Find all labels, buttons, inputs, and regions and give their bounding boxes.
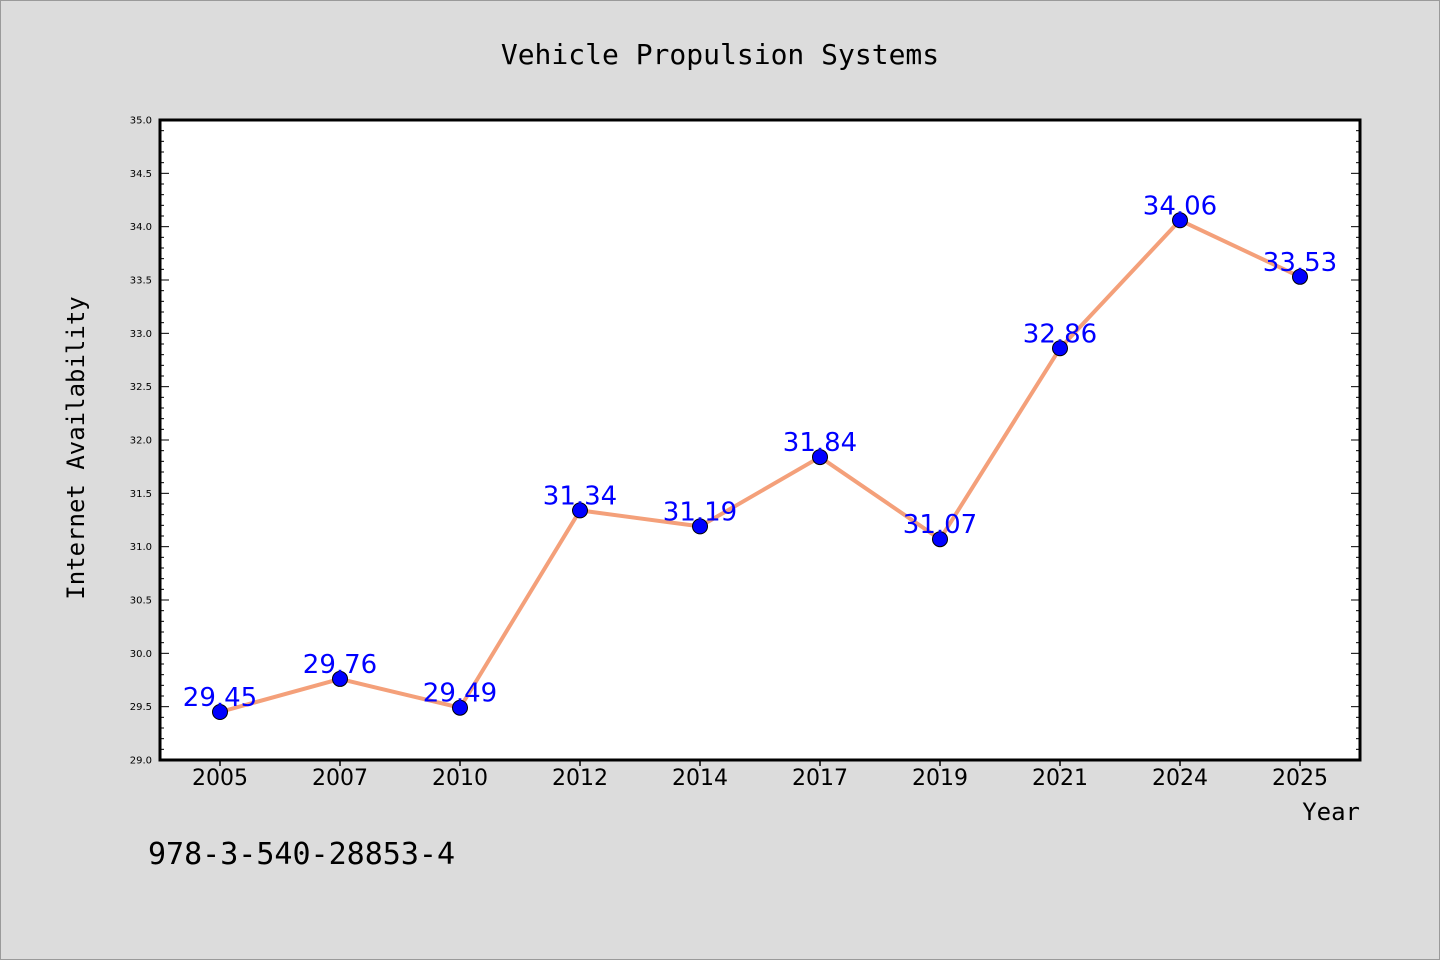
y-tick-label: 35.0 xyxy=(130,116,152,127)
data-point xyxy=(1172,212,1188,229)
y-tick-label: 33.0 xyxy=(130,329,152,340)
data-label: 31.84 xyxy=(783,428,857,458)
data-labels: 29.45 29.76 29.49 31.34 31.19 31.84 31.07 32.86… xyxy=(183,191,1337,713)
x-tick-label: 2012 xyxy=(552,766,608,791)
y-tick-label: 29.0 xyxy=(130,756,152,767)
x-tick-label: 2025 xyxy=(1272,766,1328,791)
y-tick-label: 32.0 xyxy=(130,436,152,447)
data-label: 34.06 xyxy=(1143,191,1217,221)
y-tick-label: 30.5 xyxy=(130,596,152,607)
data-label: 31.07 xyxy=(903,510,977,540)
y-tick-label: 32.5 xyxy=(130,382,152,393)
data-point xyxy=(452,699,468,716)
x-tick-label: 2019 xyxy=(912,766,968,791)
x-tick-label: 2007 xyxy=(312,766,368,791)
data-point xyxy=(1292,268,1308,285)
data-point xyxy=(572,502,588,519)
data-point xyxy=(332,670,348,687)
y-tick-label: 34.0 xyxy=(130,222,152,233)
y-tick-label: 29.5 xyxy=(130,702,152,713)
data-point xyxy=(212,704,228,720)
data-label: 33.53 xyxy=(1263,248,1337,278)
data-label: 29.49 xyxy=(423,679,497,709)
x-tick-label: 2010 xyxy=(432,766,488,791)
x-axis-label: Year xyxy=(1302,798,1360,826)
y-tick-label: 33.5 xyxy=(130,276,152,287)
x-tick-label: 2024 xyxy=(1152,766,1208,791)
data-label: 29.76 xyxy=(303,650,377,680)
data-markers xyxy=(212,212,1308,720)
y-tick-label: 34.5 xyxy=(130,169,152,180)
data-point xyxy=(932,531,948,548)
x-tick-label: 2014 xyxy=(672,766,728,791)
y-tick-label: 30.0 xyxy=(130,649,152,660)
y-tick-label: 31.0 xyxy=(130,542,152,553)
y-axis-label: Internet Availability xyxy=(62,296,90,599)
data-point xyxy=(812,449,828,466)
series-line xyxy=(218,218,1302,714)
plot-frame xyxy=(158,118,1362,762)
x-tick-label: 2005 xyxy=(192,766,248,791)
plot-area xyxy=(160,120,1360,760)
data-label: 31.34 xyxy=(543,481,617,511)
x-tick-label: 2021 xyxy=(1032,766,1088,791)
data-point xyxy=(1052,340,1068,357)
data-point xyxy=(692,518,708,535)
isbn-annotation: 978-3-540-28853-4 xyxy=(148,837,455,872)
chart-title: Vehicle Propulsion Systems xyxy=(501,38,939,71)
data-label: 31.19 xyxy=(663,497,737,527)
x-tick-label: 2017 xyxy=(792,766,848,791)
data-label: 32.86 xyxy=(1023,319,1097,349)
data-label: 29.45 xyxy=(183,683,257,713)
y-tick-label: 31.5 xyxy=(130,489,152,500)
